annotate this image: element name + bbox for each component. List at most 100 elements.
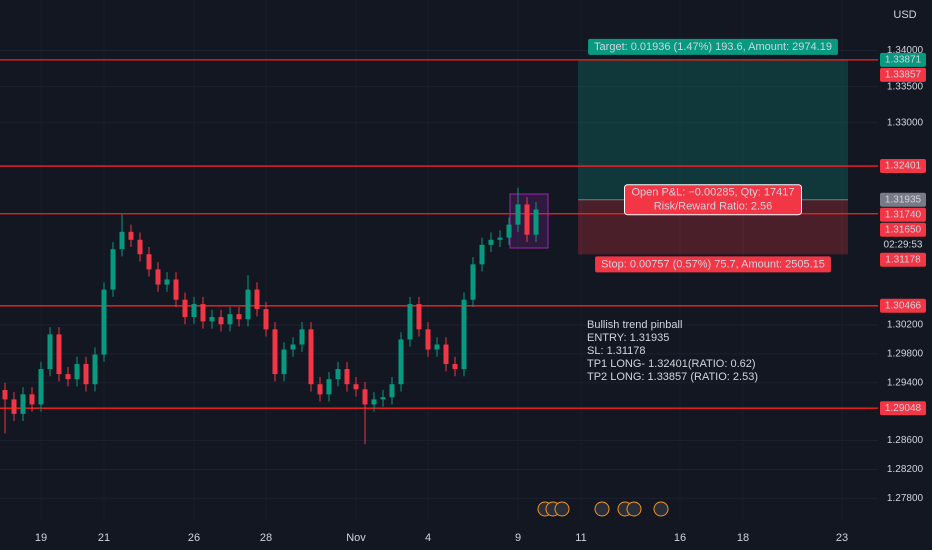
price-badge [880,52,926,67]
annotation-line: ENTRY: 1.31935 [587,332,669,344]
x-tick-label: 9 [515,532,521,544]
x-tick-label: 4 [425,532,431,544]
candle-body [335,369,341,380]
x-tick-label: 16 [674,532,686,544]
candle-body [173,279,179,300]
price-badge-label: 1.30466 [885,300,922,311]
candle-body [245,289,251,320]
candle-body [164,279,170,285]
price-badge [880,222,926,237]
x-tick-label: 11 [575,532,586,544]
target-label-box [588,38,838,55]
candle-body [362,389,368,405]
candle-body [236,314,242,320]
annotation-line: Bullish trend pinball [587,319,682,331]
candle-body [182,299,188,318]
candle-body [65,374,71,380]
event-icon [626,501,642,517]
candle-body [344,369,350,385]
candle-body [281,349,287,375]
annotation-line: TP2 LONG: 1.33857 (RATIO: 2.53) [587,371,758,383]
y-tick-label: 1.34000 [887,45,924,56]
candle-body [326,379,332,395]
price-badge-label: 1.31650 [885,224,922,235]
candle-body [11,399,17,414]
candle-body [425,329,431,350]
annotation-line: SL: 1.31178 [587,345,646,357]
candle-body [299,329,305,345]
candle-body [506,224,512,238]
event-icon [554,501,570,517]
candle-body [353,384,359,390]
x-tick-label: 19 [35,532,47,544]
candle-body [308,329,314,385]
y-tick-label: 1.30200 [887,320,924,331]
candle-body [272,329,278,375]
candle-body [110,249,116,290]
candle-body [191,304,197,318]
candle-body [389,384,395,398]
x-tick-label: 28 [260,532,272,544]
x-tick-label: Nov [346,532,366,544]
candle-body [146,254,152,270]
candle-body [533,209,539,235]
price-badge [880,401,926,416]
event-icon [653,501,669,517]
price-badge [880,252,926,267]
candle-body [20,394,26,414]
price-badge-label: 1.31935 [885,194,922,205]
candle-body [137,239,143,255]
candle-body [515,204,521,225]
price-badge [880,207,926,222]
candle-body [290,344,296,350]
candle-body [380,397,386,400]
candle-body [128,231,134,240]
x-tick-label: 23 [836,532,848,544]
candle-body [92,354,98,385]
y-tick-label: 1.29800 [887,349,924,360]
candle-body [56,334,62,375]
price-badge-label: 1.31178 [885,254,921,265]
candle-body [83,364,89,385]
candle-body [47,334,53,370]
candle-body [155,269,161,285]
price-badge [880,192,926,207]
candle-body [524,204,530,235]
x-tick-label: 18 [737,532,749,544]
y-tick-label: 1.33000 [887,117,924,128]
candle-body [371,399,377,405]
annotation-line: TP1 LONG- 1.32401(RATIO: 0.62) [587,358,756,370]
price-badge-label: 1.33857 [885,70,922,81]
candle-body [254,289,260,310]
candle-body [407,304,413,340]
x-tick-label: 26 [188,532,200,544]
candle-body [416,304,422,330]
candle-body [452,364,458,370]
pnl-box [624,184,802,216]
candle-body [434,344,440,350]
target-zone [578,59,848,200]
event-icon [594,501,610,517]
candle-body [74,364,80,380]
candle-body [2,390,8,400]
candle-body [497,237,503,240]
y-tick-label: 1.28200 [887,464,924,475]
price-badge [880,298,926,313]
price-badge [880,67,926,82]
countdown: 02:29:53 [884,239,923,250]
candle-body [29,394,35,405]
candle-body [200,304,206,322]
y-tick-label: 1.33500 [887,81,924,92]
candle-body [488,239,494,245]
price-badge-label: 1.33871 [885,55,922,66]
pnl-label: Open P&L: −0.00285, Qty: 17417 [632,187,795,199]
currency-label[interactable]: USD [893,9,916,21]
x-tick-label: 21 [98,532,110,544]
candle-body [398,339,404,385]
candle-body [461,299,467,370]
stop-label: Stop: 0.00757 (0.57%) 75.7, Amount: 2505… [601,258,825,270]
candle-body [218,317,224,325]
candle-body [38,369,44,405]
